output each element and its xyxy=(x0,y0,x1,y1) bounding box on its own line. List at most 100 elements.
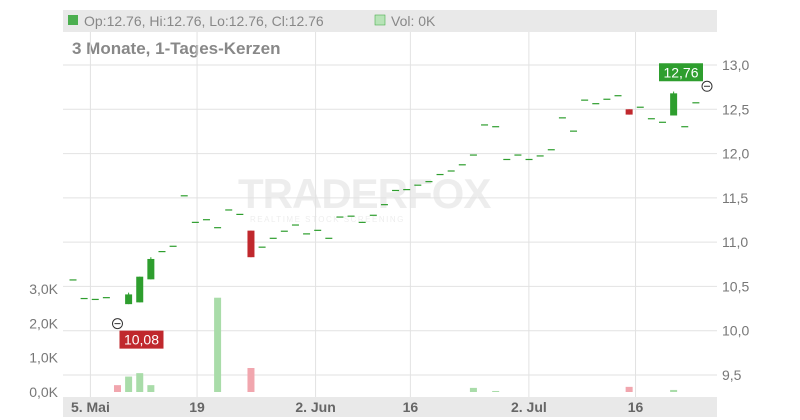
candle-body xyxy=(358,221,366,223)
candle-body xyxy=(214,227,222,229)
candle-body xyxy=(80,297,88,300)
volume-bar xyxy=(247,368,255,392)
date-tick-label: 16 xyxy=(628,399,644,415)
candle-body xyxy=(158,251,166,253)
ohlc-legend-swatch xyxy=(68,15,78,25)
candle-body xyxy=(558,117,566,119)
watermark-brand: TRADERFOX xyxy=(238,170,491,217)
candle-body xyxy=(325,237,333,239)
volume-bar xyxy=(625,386,633,392)
candle-body xyxy=(314,229,322,231)
candle-body xyxy=(525,158,533,161)
candle-body xyxy=(481,124,489,126)
candle-body xyxy=(380,204,388,206)
grid xyxy=(63,32,717,397)
candle-body xyxy=(570,130,578,132)
candle-body xyxy=(636,106,644,108)
volume-bar xyxy=(136,373,144,392)
date-tick-label: 2. Jun xyxy=(295,399,335,415)
candle-body xyxy=(592,103,600,105)
volume-bar xyxy=(125,376,133,392)
candle-body xyxy=(247,230,255,258)
date-tick-label: 19 xyxy=(189,399,205,415)
price-tick-label: 12,5 xyxy=(722,101,749,117)
legend-bar xyxy=(63,10,717,32)
candle-body xyxy=(369,214,377,216)
candle-body xyxy=(91,298,99,301)
candle-body xyxy=(503,158,511,161)
volume-tick-label: 1,0K xyxy=(29,350,58,366)
volume-bars xyxy=(113,297,678,392)
volume-bar xyxy=(492,390,500,392)
candle-body xyxy=(414,184,422,186)
candle-body xyxy=(147,258,155,280)
candle-body xyxy=(136,276,144,303)
candle-body xyxy=(458,164,466,166)
candle-body xyxy=(403,189,411,191)
volume-tick-label: 2,0K xyxy=(29,315,58,331)
candle-body xyxy=(202,219,210,221)
watermark-tagline: REALTIME STOCK SCREENING xyxy=(250,215,405,224)
candle-body xyxy=(269,237,277,239)
candle-body xyxy=(258,246,266,248)
candle-body xyxy=(225,209,233,211)
candle-body xyxy=(303,233,311,235)
price-tick-label: 9,5 xyxy=(722,367,742,383)
candle-body xyxy=(647,118,655,120)
date-tick-label: 16 xyxy=(403,399,419,415)
candle-body xyxy=(614,95,622,97)
candle-body xyxy=(681,126,689,128)
candle-body xyxy=(291,224,299,226)
ohlc-legend-text: Op:12.76, Hi:12.76, Lo:12.76, Cl:12.76 xyxy=(84,13,324,29)
volume-tick-label: 3,0K xyxy=(29,281,58,297)
candle-body xyxy=(336,216,344,218)
candle-body xyxy=(392,189,400,192)
candle-body xyxy=(692,102,700,104)
candle-body xyxy=(347,215,355,217)
vol-legend-swatch xyxy=(374,14,386,26)
candle-body xyxy=(280,230,288,232)
candle-body xyxy=(536,155,544,157)
candle-body xyxy=(659,121,667,123)
price-tick-label: 13,0 xyxy=(722,57,749,73)
low-price-label: 10,08 xyxy=(124,332,159,348)
date-tick-label: 5. Mai xyxy=(71,399,110,415)
candle-body xyxy=(492,126,500,128)
chart-subtitle: 3 Monate, 1-Tages-Kerzen xyxy=(72,39,280,58)
candle-body xyxy=(469,154,477,156)
volume-axis: 0,0K 1,0K 2,0K 3,0K xyxy=(29,281,58,400)
price-tick-label: 10,0 xyxy=(722,323,749,339)
candle-body xyxy=(180,195,188,197)
vol-legend-text: Vol: 0K xyxy=(391,13,436,29)
price-tick-label: 12,0 xyxy=(722,146,749,162)
candle-body xyxy=(169,245,177,247)
candle-body xyxy=(425,181,433,183)
candle-body xyxy=(125,294,133,305)
candle-body xyxy=(514,154,522,156)
price-tick-label: 11,5 xyxy=(722,190,748,206)
price-tick-label: 11,0 xyxy=(722,234,748,250)
candle-body xyxy=(581,99,589,101)
volume-tick-label: 0,0K xyxy=(29,384,58,400)
price-markers: 12,76 10,08 xyxy=(111,63,713,349)
candle-body xyxy=(102,297,110,299)
volume-bar xyxy=(214,297,222,392)
candle-body xyxy=(69,279,77,281)
low-price-label-box xyxy=(119,330,164,349)
candle-body xyxy=(436,173,444,176)
price-axis: 9,5 10,0 10,5 11,0 11,5 12,0 12,5 13,0 xyxy=(722,57,749,383)
volume-bar xyxy=(670,389,678,392)
volume-bar xyxy=(113,385,121,392)
candle-body xyxy=(603,98,611,100)
candle-body xyxy=(191,221,199,223)
candle-body xyxy=(236,213,244,215)
x-axis: 5. Mai 19 2. Jun 16 2. Jul 16 xyxy=(71,399,644,415)
x-axis-bar xyxy=(63,397,717,417)
volume-bar xyxy=(469,387,477,392)
date-tick-label: 2. Jul xyxy=(511,399,547,415)
last-price-label-box xyxy=(659,63,703,82)
candle-body xyxy=(625,109,633,115)
candle-body xyxy=(547,149,555,151)
watermark: TRADERFOX REALTIME STOCK SCREENING xyxy=(238,170,492,224)
